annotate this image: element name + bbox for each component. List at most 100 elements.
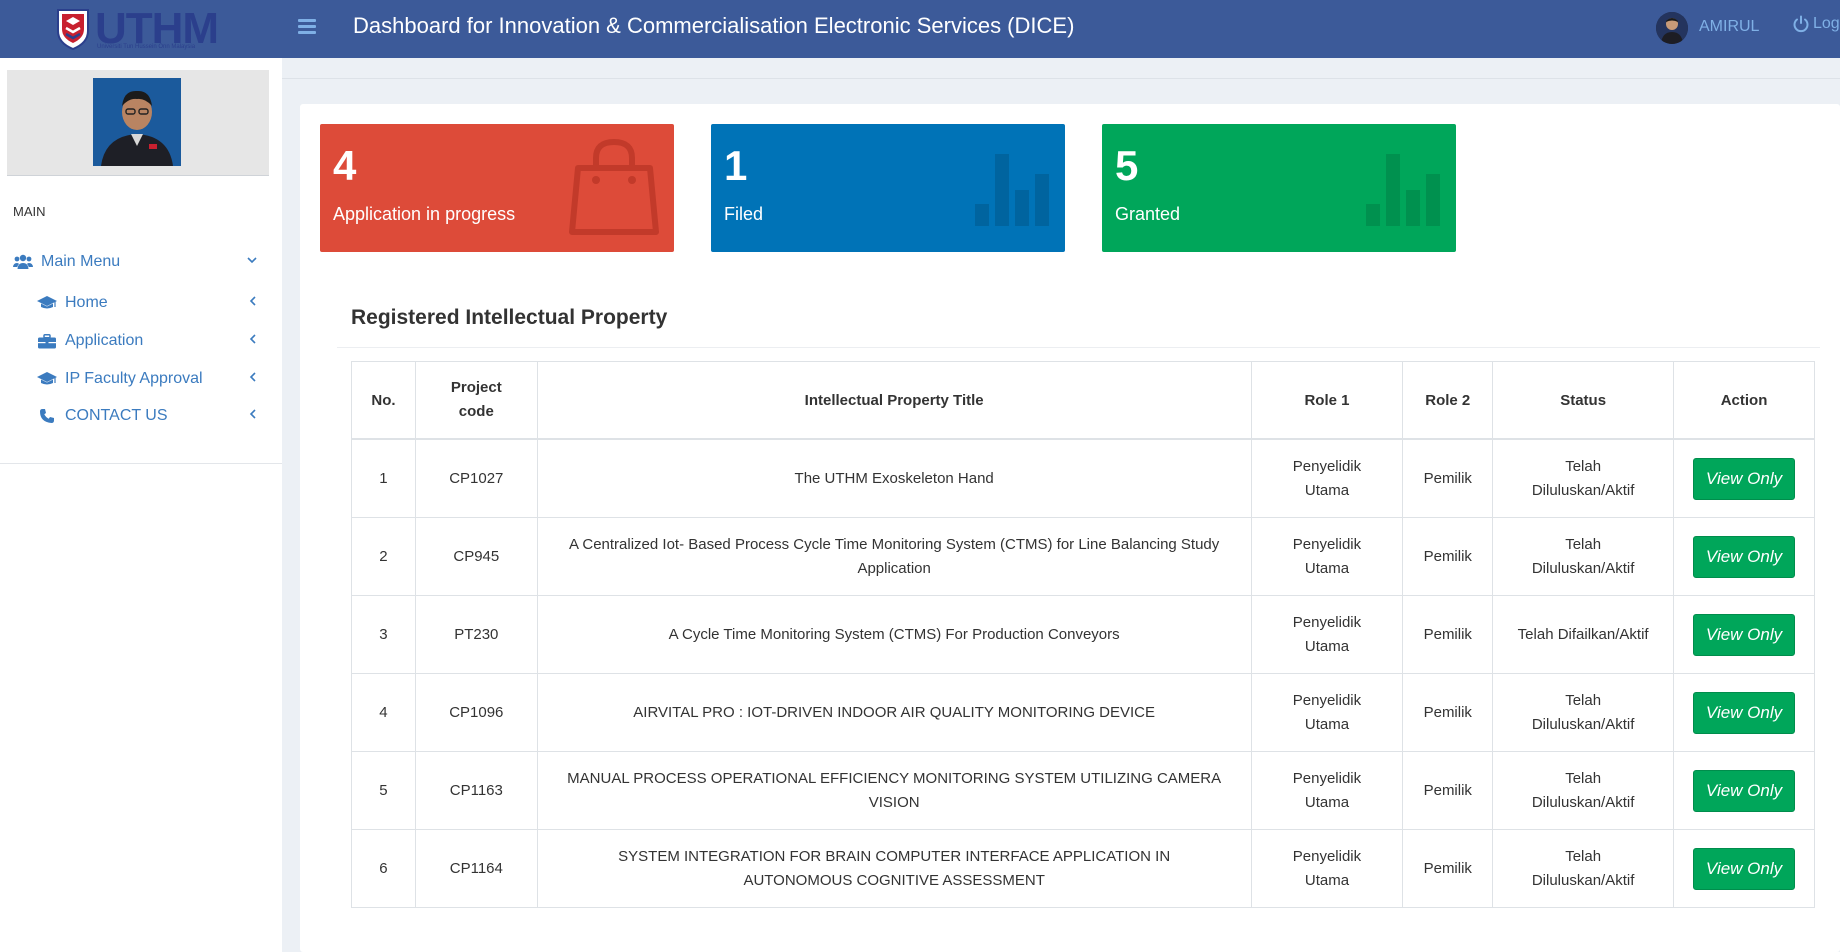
stat-label: Filed (724, 204, 764, 224)
sidebar-main-menu[interactable]: Main Menu (13, 253, 120, 271)
cell-status: Telah Diluluskan/Aktif (1492, 829, 1675, 908)
cell-status: Telah Diluluskan/Aktif (1492, 673, 1675, 752)
cell-code: CP1164 (414, 829, 538, 908)
cell-status-text: Telah Diluluskan/Aktif (1531, 535, 1635, 577)
view-only-button[interactable]: View Only (1693, 613, 1796, 656)
logout-button[interactable]: Log (1792, 15, 1840, 33)
cell-role2: Pemilik (1402, 438, 1494, 518)
graduation-cap-icon (37, 370, 57, 388)
table-row: 4 CP1096 AIRVITAL PRO : IOT-DRIVEN INDOO… (351, 673, 1815, 752)
cell-role2: Pemilik (1402, 673, 1494, 752)
cell-no: 3 (351, 595, 416, 674)
cell-status-text: Telah Difailkan/Aktif (1517, 625, 1649, 643)
cell-action: View Only (1673, 438, 1815, 518)
briefcase-icon (37, 332, 57, 350)
cell-code: CP1027 (414, 438, 538, 518)
chevron-left-icon[interactable] (248, 332, 258, 348)
cell-code: CP1163 (414, 751, 538, 830)
phone-icon (37, 407, 57, 425)
table-row: 5 CP1163 MANUAL PROCESS OPERATIONAL EFFI… (351, 751, 1815, 830)
cell-role1-text: Penyelidik Utama (1292, 691, 1362, 733)
cell-no: 4 (351, 673, 416, 752)
chevron-left-icon[interactable] (248, 294, 258, 310)
table-row: 3 PT230 A Cycle Time Monitoring System (… (351, 595, 1815, 674)
chevron-left-icon[interactable] (248, 407, 258, 423)
view-only-button[interactable]: View Only (1693, 457, 1796, 500)
chevron-down-icon[interactable] (246, 253, 258, 269)
cell-status-text: Telah Diluluskan/Aktif (1531, 769, 1635, 811)
column-header[interactable]: Role 2 (1402, 361, 1494, 440)
column-header[interactable]: Role 1 (1250, 361, 1404, 440)
view-only-button[interactable]: View Only (1693, 847, 1796, 890)
user-avatar[interactable] (1656, 12, 1688, 44)
cell-role1: Penyelidik Utama (1250, 751, 1404, 830)
users-icon (13, 253, 33, 271)
cell-action: View Only (1673, 751, 1815, 830)
column-header[interactable]: No. (351, 361, 416, 440)
cell-role1-text: Penyelidik Utama (1292, 457, 1362, 499)
cell-title: A Cycle Time Monitoring System (CTMS) Fo… (536, 595, 1252, 674)
stat-card-granted[interactable]: 5 Granted (1102, 124, 1456, 252)
table-header-row: No. Project code Intellectual Property T… (351, 361, 1815, 440)
cell-status: Telah Difailkan/Aktif (1492, 595, 1675, 674)
column-header[interactable]: Status (1492, 361, 1675, 440)
cell-role1: Penyelidik Utama (1250, 595, 1404, 674)
stat-value: 5 (1115, 142, 1139, 189)
cell-action: View Only (1673, 595, 1815, 674)
logo-text: UTHM (95, 4, 219, 53)
view-only-button[interactable]: View Only (1693, 769, 1796, 812)
sidebar-item-home[interactable]: Home (37, 294, 108, 312)
sidebar-item-ip-faculty-approval[interactable]: IP Faculty Approval (37, 370, 203, 388)
column-header[interactable]: Action (1673, 361, 1815, 440)
table-row: 1 CP1027 The UTHM Exoskeleton Hand Penye… (351, 438, 1815, 518)
cell-status: Telah Diluluskan/Aktif (1492, 517, 1675, 596)
profile-panel (7, 70, 269, 176)
bar-chart-icon (973, 154, 1053, 231)
cell-no: 2 (351, 517, 416, 596)
column-header[interactable]: Project code (414, 361, 538, 440)
sidebar-toggle-icon[interactable] (298, 16, 316, 37)
stat-value: 4 (333, 142, 357, 189)
chevron-left-icon[interactable] (248, 370, 258, 386)
user-name[interactable]: AMIRUL (1699, 18, 1760, 35)
cell-title: The UTHM Exoskeleton Hand (536, 438, 1252, 518)
table-row: 6 CP1164 SYSTEM INTEGRATION FOR BRAIN CO… (351, 829, 1815, 908)
cell-no: 6 (351, 829, 416, 908)
main-menu-label: Main Menu (41, 253, 121, 270)
cell-no: 5 (351, 751, 416, 830)
uthm-logo[interactable]: UTHM Universiti Tun Hussein Onn Malaysia (55, 4, 219, 54)
sidebar-item-label: Application (65, 332, 144, 349)
cell-code: PT230 (414, 595, 538, 674)
sidebar-item-contact-us[interactable]: CONTACT US (37, 407, 168, 425)
column-header[interactable]: Intellectual Property Title (536, 361, 1252, 440)
view-only-button[interactable]: View Only (1693, 535, 1796, 578)
cell-title: AIRVITAL PRO : IOT-DRIVEN INDOOR AIR QUA… (536, 673, 1252, 752)
cell-action: View Only (1673, 673, 1815, 752)
stat-card-filed[interactable]: 1 Filed (711, 124, 1065, 252)
cell-status: Telah Diluluskan/Aktif (1492, 438, 1675, 518)
cell-action: View Only (1673, 829, 1815, 908)
stat-card-in-progress[interactable]: 4 Application in progress (320, 124, 674, 252)
cell-role1: Penyelidik Utama (1250, 438, 1404, 518)
stat-label: Application in progress (333, 204, 516, 224)
cell-role1-text: Penyelidik Utama (1292, 613, 1362, 655)
graduation-cap-icon (37, 294, 57, 312)
sidebar-item-application[interactable]: Application (37, 332, 143, 350)
section-title: Registered Intellectual Property (351, 306, 668, 329)
stat-value: 1 (724, 142, 748, 189)
cell-role1: Penyelidik Utama (1250, 673, 1404, 752)
section-divider (337, 347, 1820, 348)
column-header-label: Project code (450, 379, 502, 420)
sidebar-item-label: CONTACT US (65, 407, 168, 424)
cell-code: CP1096 (414, 673, 538, 752)
cell-title: SYSTEM INTEGRATION FOR BRAIN COMPUTER IN… (536, 829, 1252, 908)
content-header-strip (282, 58, 1840, 79)
cell-status-text: Telah Diluluskan/Aktif (1531, 691, 1635, 733)
bar-chart-icon (1364, 154, 1444, 231)
top-header: UTHM Universiti Tun Hussein Onn Malaysia… (0, 0, 1840, 58)
cell-role1-text: Penyelidik Utama (1292, 769, 1362, 811)
shopping-bag-icon (566, 138, 662, 243)
table-row: 2 CP945 A Centralized Iot- Based Process… (351, 517, 1815, 596)
cell-status-text: Telah Diluluskan/Aktif (1531, 847, 1635, 889)
view-only-button[interactable]: View Only (1693, 691, 1796, 734)
